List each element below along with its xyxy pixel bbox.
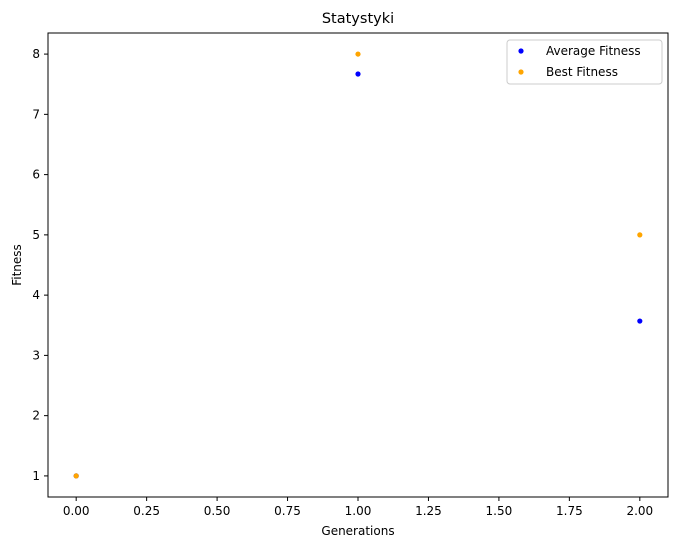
legend-box — [506, 39, 663, 85]
y-axis: 1 2 3 4 5 6 7 8 — [32, 47, 48, 483]
x-tick-label: 1.75 — [556, 504, 583, 518]
x-tick-label: 0.00 — [63, 504, 90, 518]
legend-marker — [518, 69, 524, 75]
y-tick-label: 2 — [32, 409, 40, 423]
y-tick-label: 1 — [32, 469, 40, 483]
x-tick-label: 1.25 — [415, 504, 442, 518]
x-tick-label: 0.25 — [133, 504, 160, 518]
y-tick-label: 7 — [32, 107, 40, 121]
legend-label: Best Fitness — [546, 65, 618, 79]
plot-area — [47, 32, 669, 498]
data-point-average — [637, 318, 643, 324]
x-axis-label: Generations — [321, 524, 394, 538]
x-tick-label: 2.00 — [626, 504, 653, 518]
x-tick-label: 1.00 — [345, 504, 372, 518]
x-tick-label: 1.50 — [486, 504, 513, 518]
y-axis-label: Fitness — [10, 244, 24, 286]
y-tick-label: 6 — [32, 168, 40, 182]
data-point-best — [73, 473, 79, 479]
y-tick-label: 5 — [32, 228, 40, 242]
data-point-average — [355, 71, 361, 77]
data-points — [73, 51, 643, 479]
legend: Average Fitness Best Fitness — [506, 39, 663, 85]
chart-title: Statystyki — [322, 11, 394, 27]
legend-label: Average Fitness — [546, 44, 641, 58]
data-point-best — [637, 232, 643, 238]
data-point-best — [355, 51, 361, 57]
x-tick-label: 0.50 — [204, 504, 231, 518]
plot-frame — [47, 32, 669, 498]
x-tick-label: 0.75 — [274, 504, 301, 518]
y-tick-label: 4 — [32, 288, 40, 302]
y-tick-label: 8 — [32, 47, 40, 61]
legend-marker — [518, 48, 524, 54]
x-axis: 0.00 0.25 0.50 0.75 1.00 1.25 1.50 1.75 2.00 — [63, 497, 653, 518]
y-tick-label: 3 — [32, 348, 40, 362]
